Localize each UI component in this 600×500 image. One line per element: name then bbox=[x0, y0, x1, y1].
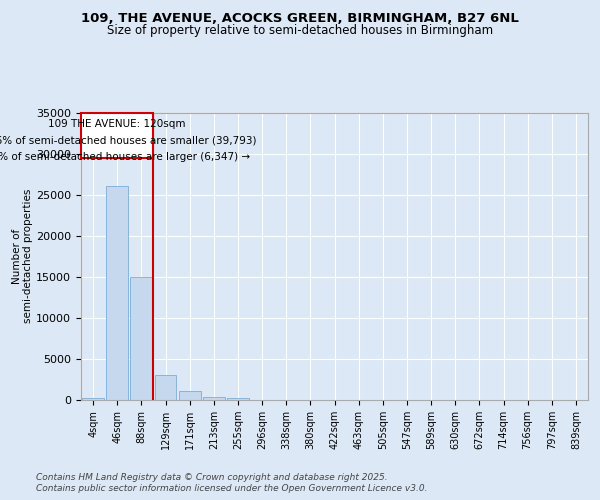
Bar bbox=[155, 374, 176, 400]
Bar bbox=[179, 391, 200, 400]
Text: 109 THE AVENUE: 120sqm: 109 THE AVENUE: 120sqm bbox=[49, 119, 186, 129]
Text: Contains HM Land Registry data © Crown copyright and database right 2025.: Contains HM Land Registry data © Crown c… bbox=[36, 472, 388, 482]
Bar bbox=[227, 398, 249, 400]
Bar bbox=[82, 398, 104, 400]
Text: ← 86% of semi-detached houses are smaller (39,793): ← 86% of semi-detached houses are smalle… bbox=[0, 136, 257, 145]
Bar bbox=[106, 186, 128, 400]
Bar bbox=[81, 112, 154, 158]
Text: 109, THE AVENUE, ACOCKS GREEN, BIRMINGHAM, B27 6NL: 109, THE AVENUE, ACOCKS GREEN, BIRMINGHA… bbox=[81, 12, 519, 26]
Text: Size of property relative to semi-detached houses in Birmingham: Size of property relative to semi-detach… bbox=[107, 24, 493, 37]
Bar bbox=[130, 277, 152, 400]
Bar bbox=[203, 396, 224, 400]
Y-axis label: Number of
semi-detached properties: Number of semi-detached properties bbox=[12, 189, 34, 324]
Text: 14% of semi-detached houses are larger (6,347) →: 14% of semi-detached houses are larger (… bbox=[0, 152, 250, 162]
Text: Contains public sector information licensed under the Open Government Licence v3: Contains public sector information licen… bbox=[36, 484, 427, 493]
